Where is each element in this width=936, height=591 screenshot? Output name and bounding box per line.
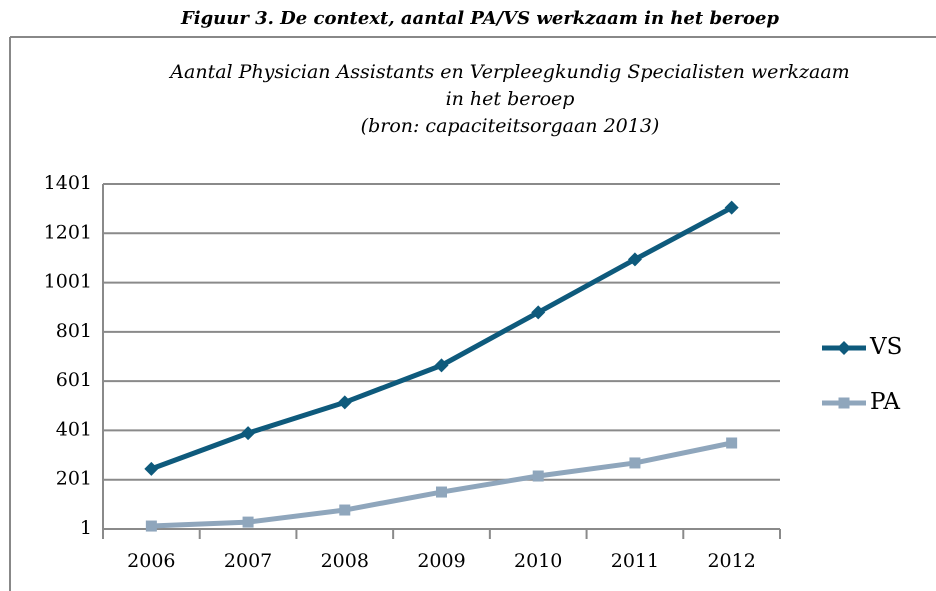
x-tick-label: 2006: [127, 550, 175, 572]
point: [436, 486, 447, 498]
legend-marker: [838, 397, 850, 409]
x-tick-label: 2012: [707, 550, 755, 572]
point: [726, 437, 738, 449]
y-tick-label: 401: [56, 418, 92, 440]
x-tick-label: 2008: [321, 550, 369, 572]
point: [337, 395, 352, 410]
point: [434, 358, 449, 373]
figure-caption: Figuur 3. De context, aantal PA/VS werkz…: [180, 8, 779, 29]
y-tick-label: 1001: [44, 271, 92, 293]
chart-title: Aantal Physician Assistants en Verpleegk…: [168, 61, 849, 83]
point: [724, 200, 739, 215]
series-line: [151, 440, 733, 529]
point: [532, 470, 544, 482]
point: [241, 426, 256, 441]
y-tick-label: 1: [80, 517, 92, 539]
y-tick-label: 201: [56, 468, 92, 490]
point: [144, 461, 159, 476]
x-tick-label: 2011: [611, 550, 659, 572]
legend-label: PA: [870, 389, 900, 415]
point: [627, 252, 642, 267]
x-tick-label: 2007: [224, 550, 272, 572]
point: [339, 504, 351, 516]
y-tick-label: 1201: [44, 221, 92, 243]
point: [242, 516, 254, 528]
point: [145, 520, 157, 532]
x-tick-label: 2009: [417, 550, 465, 572]
y-tick-label: 601: [56, 369, 92, 391]
point: [629, 457, 641, 469]
chart-subtitle: (bron: capaciteitsorgaan 2013): [361, 115, 660, 137]
point: [531, 305, 546, 320]
legend-label: VS: [869, 334, 902, 360]
chart-title: in het beroep: [446, 88, 575, 110]
y-tick-label: 1401: [44, 172, 92, 194]
x-tick-label: 2010: [514, 550, 562, 572]
y-tick-label: 801: [56, 320, 92, 342]
legend-marker: [837, 341, 851, 355]
